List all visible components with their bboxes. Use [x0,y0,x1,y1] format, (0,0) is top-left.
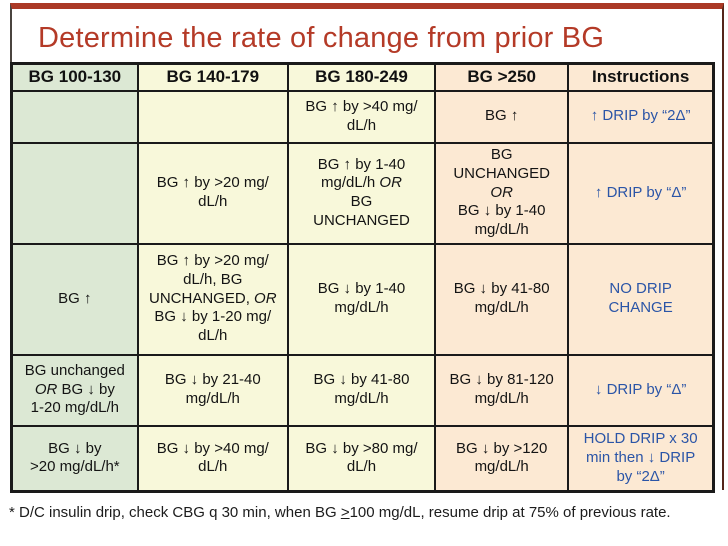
bg-rate-table: BG 100-130 BG 140-179 BG 180-249 BG >250… [10,62,715,493]
instruction-cell: ↑ DRIP by “Δ” [567,141,715,245]
bg-change-cell: BG ↓ by 81-120 mg/dL/h [434,353,570,427]
table-row: BG ↑ by >20 mg/ dL/h BG ↑ by 1-40 mg/dL/h… [10,141,715,245]
column-header-bg-100-130: BG 100-130 [10,62,139,92]
bg-change-cell: BG ↓ by >20 mg/dL/h* [10,424,139,493]
bg-change-cell: BG ↑ [434,89,570,144]
table-row: BG ↑ by >40 mg/ dL/h BG ↑ ↑ DRIP by “2Δ” [10,89,715,144]
bg-change-cell: BG unchanged OR BG ↓ by 1-20 mg/dL/h [10,353,139,427]
column-header-instructions: Instructions [567,62,715,92]
bg-change-cell: BG ↓ by 41-80 mg/dL/h [434,242,570,356]
bg-change-cell: BG ↓ by >40 mg/ dL/h [136,424,289,493]
instruction-cell: HOLD DRIP x 30 min then ↓ DRIP by “2Δ” [567,424,715,493]
footnote-text: * D/C insulin drip, check CBG q 30 min, … [9,504,341,521]
instruction-cell: ↓ DRIP by “Δ” [567,353,715,427]
bg-change-cell: BG ↑ by >20 mg/ dL/h, BG UNCHANGED, OR B… [136,242,289,356]
bg-change-cell: BG ↓ by 41-80 mg/dL/h [286,353,437,427]
bg-change-cell [136,89,289,144]
bg-change-cell: BG ↑ [10,242,139,356]
bg-table-body: BG ↑ by >40 mg/ dL/h BG ↑ ↑ DRIP by “2Δ” BG… [10,89,715,493]
bg-change-cell [10,89,139,144]
table-row: BG ↓ by >20 mg/dL/h* BG ↓ by >40 mg/ dL/h… [10,424,715,493]
table-row: BG ↑ BG ↑ by >20 mg/ dL/h, BG UNCHANGED, … [10,242,715,356]
bg-change-cell: BG ↑ by >40 mg/ dL/h [286,89,437,144]
column-header-bg-gt-250: BG >250 [434,62,570,92]
bg-change-cell: BG ↑ by >20 mg/ dL/h [136,141,289,245]
column-header-bg-140-179: BG 140-179 [136,62,289,92]
footnote-text-cont: 100 mg/dL, resume drip at 75% of previou… [349,504,671,521]
bg-change-cell: BG ↓ by 1-40 mg/dL/h [286,242,437,356]
bg-change-cell: BG ↓ by >120 mg/dL/h [434,424,570,493]
bg-change-cell: BG ↓ by 21-40 mg/dL/h [136,353,289,427]
bg-change-cell: BG ↑ by 1-40 mg/dL/h OR BG UNCHANGED [286,141,437,245]
table-header-row: BG 100-130 BG 140-179 BG 180-249 BG >250… [10,62,715,92]
page-title: Determine the rate of change from prior … [38,22,605,54]
table-row: BG unchanged OR BG ↓ by 1-20 mg/dL/h BG ↓… [10,353,715,427]
bg-change-cell [10,141,139,245]
footnote-gte-symbol: > [340,504,350,521]
instruction-cell: ↑ DRIP by “2Δ” [567,89,715,144]
column-header-bg-180-249: BG 180-249 [286,62,437,92]
bg-change-cell: BG ↓ by >80 mg/ dL/h [286,424,437,493]
instruction-cell: NO DRIP CHANGE [567,242,715,356]
bg-change-cell: BG UNCHANGED OR BG ↓ by 1-40 mg/dL/h [434,141,570,245]
footnote: * D/C insulin drip, check CBG q 30 min, … [9,504,671,521]
